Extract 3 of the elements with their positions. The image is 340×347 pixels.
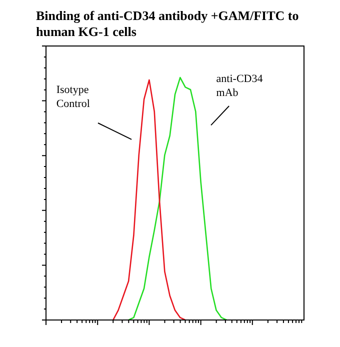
chart-title: Binding of anti-CD34 antibody +GAM/FITC to human KG-1 cells xyxy=(36,8,300,40)
annotation: anti-CD34 mAb xyxy=(216,72,264,99)
annotation: Isotype Control xyxy=(56,84,90,110)
